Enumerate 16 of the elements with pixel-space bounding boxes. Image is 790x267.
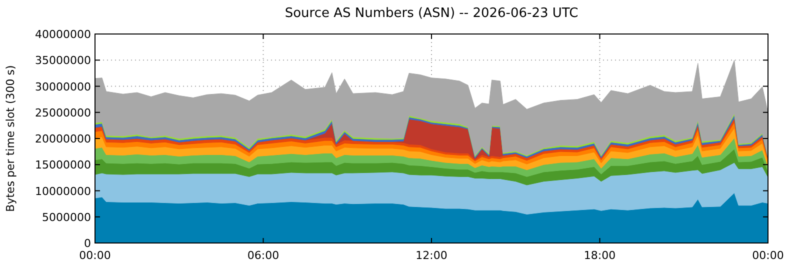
chart-title: Source AS Numbers (ASN) -- 2026-06-23 UTC: [284, 6, 578, 21]
x-tick-label: 00:00: [752, 249, 784, 262]
y-axis-title: Bytes per time slot (300 s): [4, 65, 17, 212]
y-tick-label: 30000000: [35, 80, 91, 94]
x-tick-label: 18:00: [584, 249, 616, 262]
y-tick-label: 15000000: [35, 158, 91, 172]
y-tick-label: 35000000: [35, 54, 91, 68]
x-tick-label: 12:00: [416, 249, 448, 262]
x-tick-label: 06:00: [247, 249, 280, 262]
y-tick-label: 5000000: [42, 210, 91, 224]
y-tick-label: 10000000: [35, 184, 91, 198]
y-tick-label: 40000000: [35, 28, 91, 41]
y-tick-label: 20000000: [35, 132, 91, 146]
x-tick-label: 00:00: [79, 249, 111, 262]
y-tick-label: 0: [84, 237, 91, 250]
y-tick-label: 25000000: [35, 106, 91, 120]
